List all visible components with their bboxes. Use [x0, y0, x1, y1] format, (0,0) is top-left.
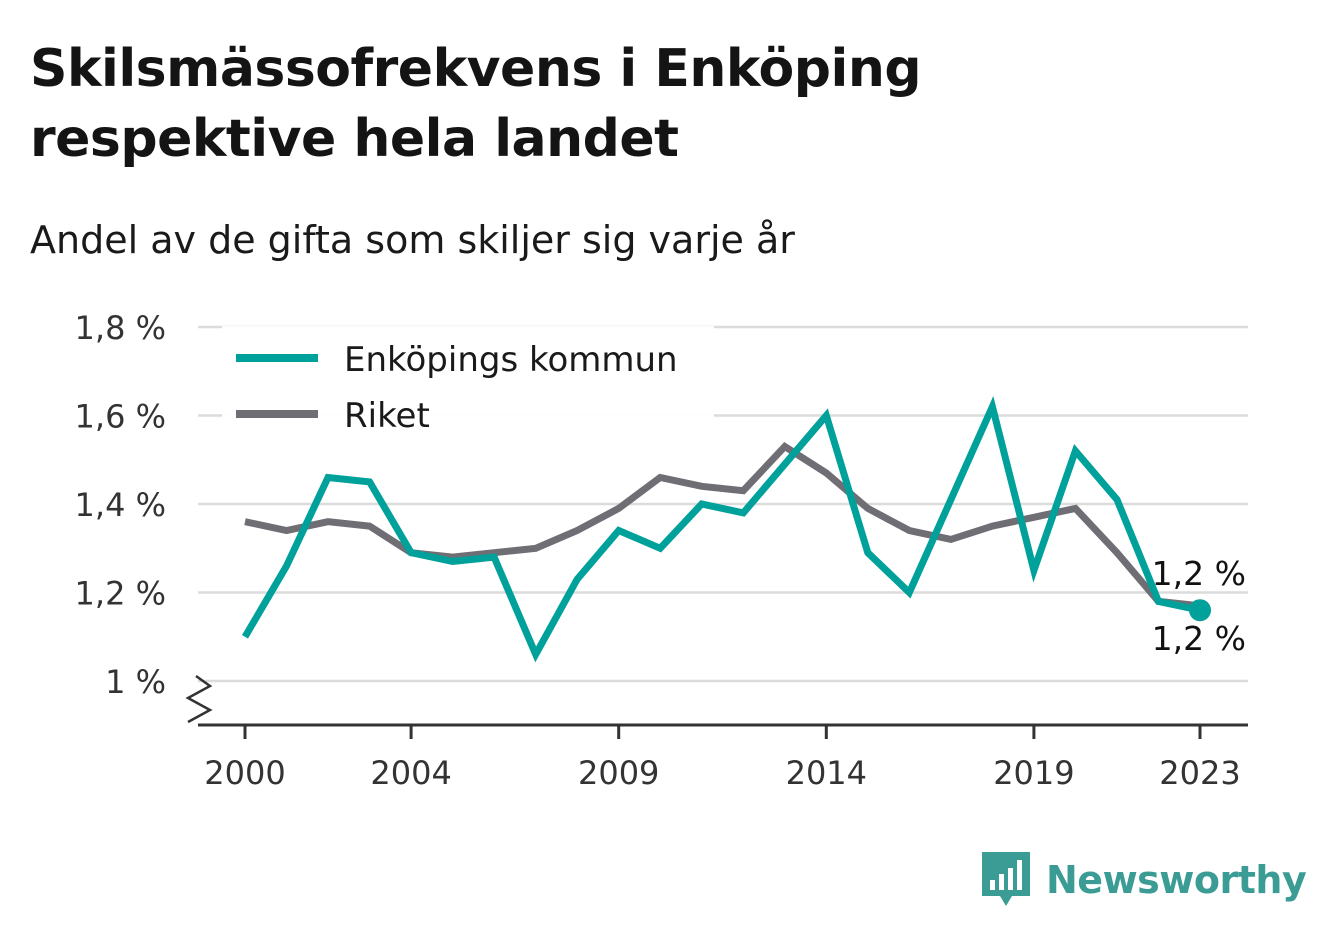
- y-axis-break-icon: [185, 674, 213, 724]
- y-tick-label: 1,4 %: [75, 486, 166, 524]
- legend-label-riket: Riket: [344, 396, 430, 436]
- series-lines: [241, 395, 1211, 663]
- series-line-enkoping: [241, 395, 1201, 663]
- legend-label-enkoping: Enköpings kommun: [344, 340, 678, 380]
- y-tick-label: 1 %: [105, 663, 166, 701]
- chart-subtitle: Andel av de gifta som skiljer sig varje …: [30, 218, 795, 262]
- series-line-riket: [244, 441, 1201, 610]
- x-tick-label: 2009: [578, 754, 659, 792]
- end-label-enkoping: 1,2 %: [1152, 554, 1246, 593]
- y-tick-label: 1,6 %: [75, 398, 166, 436]
- y-tick-label: 1,8 %: [75, 309, 166, 347]
- end-point-marker: [1189, 599, 1211, 622]
- x-tick-label: 2004: [370, 754, 451, 792]
- x-tick-label: 2023: [1159, 754, 1240, 792]
- x-tick-label: 2014: [786, 754, 867, 792]
- chart-title: Skilsmässofrekvens i Enköping respektive…: [30, 39, 922, 169]
- newsworthy-logo-icon: [982, 852, 1030, 906]
- legend: Enköpings kommun Riket: [222, 326, 714, 444]
- x-axis: [185, 674, 1248, 739]
- brand-name: Newsworthy: [1046, 858, 1307, 902]
- y-axis-tick-labels: 1 % 1,2 % 1,4 % 1,6 % 1,8 %: [75, 309, 166, 701]
- x-tick-label: 2000: [204, 754, 285, 792]
- x-tick-label: 2019: [993, 754, 1074, 792]
- y-tick-label: 1,2 %: [75, 575, 166, 613]
- end-labels: 1,2 % 1,2 %: [1152, 554, 1246, 658]
- brand: Newsworthy: [980, 850, 1307, 910]
- end-label-riket: 1,2 %: [1152, 619, 1246, 658]
- x-axis-tick-labels: 2000 2004 2009 2014 2019 2023: [204, 754, 1240, 792]
